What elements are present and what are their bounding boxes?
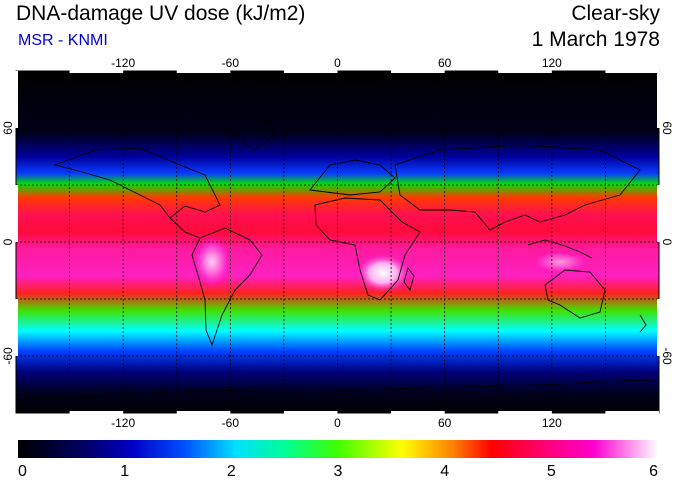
colorbar-tick-label: 1	[120, 463, 129, 480]
lat-tick-label-left: -60	[1, 347, 15, 365]
coastline-madagascar	[403, 267, 415, 291]
lat-tick-label-right: 60	[660, 121, 674, 135]
lon-tick-label-top: -60	[222, 56, 240, 70]
coastline-australia	[544, 269, 606, 319]
lon-tick-label-bottom: -120	[111, 416, 135, 430]
lon-tick-label-top: -120	[111, 56, 135, 70]
frame-segment	[657, 299, 660, 356]
frame-segment	[15, 185, 18, 242]
frame-segment	[69, 70, 124, 73]
map-title: DNA-damage UV dose (kJ/m2)	[16, 2, 306, 25]
coastline-indonesia	[527, 239, 593, 259]
lat-tick-label-left: 0	[1, 238, 15, 245]
date-label: 1 March 1978	[531, 28, 660, 51]
uv-hotspot-africa	[355, 253, 411, 293]
coastlines	[16, 117, 659, 401]
lon-tick-label-bottom: -60	[222, 416, 240, 430]
frame-segment	[498, 411, 552, 414]
source-label: MSR - KNMI	[18, 32, 108, 49]
frame-segment	[69, 411, 124, 414]
uv-hotspot-south-america	[192, 236, 232, 288]
colorbar-tick-label: 6	[649, 463, 658, 480]
colorbar-tick-label: 0	[18, 463, 27, 480]
coastline-new-zealand	[639, 314, 647, 333]
uv-hotspot-indonesia	[530, 250, 590, 274]
lon-tick-label-bottom: 60	[438, 416, 452, 430]
frame-segment	[283, 411, 338, 414]
coastline-africa	[314, 197, 421, 301]
frame-segment	[605, 411, 659, 414]
map-frame-ticks	[15, 70, 660, 414]
coastline-greenland	[234, 117, 276, 151]
lat-lon-grid	[16, 71, 659, 413]
lat-tick-label-left: 60	[1, 121, 15, 135]
frame-segment	[605, 70, 659, 73]
lon-tick-label-top: 120	[542, 56, 562, 70]
lon-tick-label-bottom: 0	[334, 416, 341, 430]
colorbar	[18, 440, 658, 458]
lon-tick-label-top: 0	[334, 56, 341, 70]
colorbar-tick-label: 2	[227, 463, 236, 480]
colorbar-tick-label: 5	[547, 463, 556, 480]
coastline-central-america	[169, 217, 201, 239]
coastline-antarctica	[16, 379, 659, 401]
coastline-north-america	[53, 147, 221, 219]
frame-segment	[283, 70, 338, 73]
frame-segment	[176, 411, 231, 414]
frame-segment	[15, 71, 18, 128]
lon-tick-label-bottom: 120	[542, 416, 562, 430]
frame-segment	[391, 411, 445, 414]
axis-tick-labels: -120 -120 -60 -60 0 0 60 60 120 120 60 60 0 0 -60 -60	[1, 56, 674, 430]
frame-segment	[657, 185, 660, 242]
sky-condition-label: Clear-sky	[571, 2, 660, 25]
colorbar-labels: 0 1 2 3 4 5 6	[18, 463, 658, 480]
frame-segment	[657, 71, 660, 128]
coastline-asia	[394, 144, 641, 231]
frame-segment	[176, 70, 231, 73]
lon-tick-label-top: 60	[438, 56, 452, 70]
frame-segment	[15, 299, 18, 356]
coastline-south-america	[191, 227, 263, 347]
frame-segment	[391, 70, 445, 73]
lat-tick-label-right: -60	[660, 347, 674, 365]
frame-segment	[498, 70, 552, 73]
coastline-europe	[309, 159, 396, 196]
colorbar-tick-label: 3	[334, 463, 343, 480]
colorbar-tick-label: 4	[440, 463, 449, 480]
lat-tick-label-right: 0	[660, 239, 674, 246]
